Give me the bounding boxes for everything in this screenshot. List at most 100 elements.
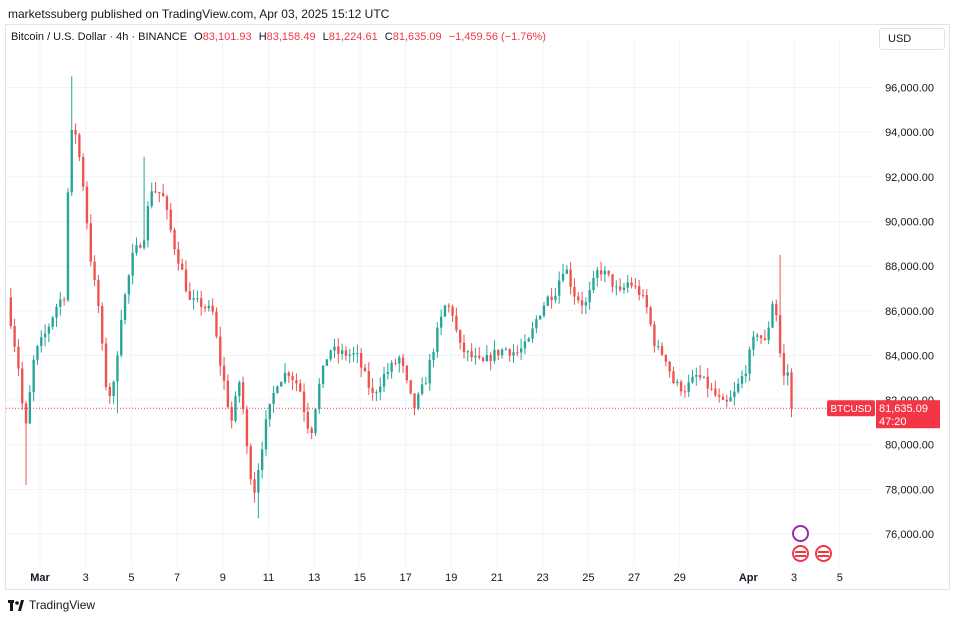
candle-body	[101, 306, 104, 344]
magic-event-icon[interactable]	[792, 525, 809, 542]
candle-body	[638, 286, 641, 295]
candle-body	[280, 382, 283, 387]
candle-body	[436, 327, 439, 352]
candle-body	[363, 367, 367, 372]
symbol-tag	[827, 400, 875, 417]
x-tick-label: 7	[174, 572, 180, 584]
candle-body	[565, 269, 569, 274]
tradingview-brand: TradingView	[29, 598, 96, 612]
candle-body	[657, 346, 660, 348]
candle-body	[177, 249, 180, 264]
y-tick-label: 90,000.00	[885, 216, 934, 228]
candle-body	[405, 365, 409, 381]
currency-button[interactable]: USD	[879, 28, 945, 50]
candle-body	[489, 354, 492, 361]
candle-body	[181, 263, 184, 270]
candle-body	[733, 391, 736, 398]
open-value: 83,101.93	[202, 31, 252, 43]
candle-body	[200, 298, 203, 307]
candle-body	[260, 449, 264, 470]
candle-body	[348, 354, 351, 356]
candle-body	[550, 296, 553, 300]
candle-body	[717, 395, 721, 397]
candle-body	[234, 396, 237, 421]
candle-body	[356, 353, 359, 355]
close-label: C	[384, 31, 393, 43]
candle-body	[169, 209, 172, 230]
candle-body	[264, 419, 268, 450]
candle-body	[474, 355, 477, 358]
candle-body	[398, 357, 401, 364]
candle-body	[512, 352, 515, 356]
candle-body	[245, 409, 249, 447]
y-tick-label: 76,000.00	[885, 529, 934, 541]
candle-body	[462, 342, 466, 352]
price-tag	[876, 400, 940, 429]
candle-body	[215, 311, 218, 337]
candle-body	[683, 391, 687, 393]
candle-body	[386, 371, 390, 374]
candle-body	[226, 380, 230, 408]
candle-body	[276, 386, 279, 393]
candle-body	[47, 326, 51, 334]
candle-body	[337, 346, 340, 354]
candle-body	[428, 359, 431, 384]
candle-body	[508, 349, 511, 356]
candle-body	[211, 305, 214, 312]
chart-frame	[5, 24, 950, 590]
candle-body	[679, 381, 683, 392]
candle-body	[725, 399, 728, 402]
candle-body	[634, 286, 637, 288]
candle-body	[649, 307, 652, 325]
candle-body	[691, 376, 694, 383]
candle-body	[219, 336, 222, 366]
candle-body	[459, 330, 462, 343]
candle-body	[653, 324, 656, 347]
y-tick-label: 78,000.00	[885, 484, 934, 496]
candle-body	[698, 375, 702, 378]
candle-body	[272, 392, 275, 404]
candle-body	[379, 386, 382, 393]
candle-body	[131, 252, 134, 276]
candle-body	[554, 295, 557, 300]
candle-body	[329, 350, 332, 360]
candle-body	[664, 354, 668, 362]
candle-body	[249, 446, 252, 480]
candle-body	[108, 386, 112, 396]
candle-body	[93, 261, 96, 280]
candle-body	[714, 388, 717, 396]
candle-body	[9, 297, 12, 327]
high-value: 83,158.49	[266, 31, 316, 43]
candle-body	[729, 397, 732, 402]
candle-body	[70, 130, 73, 193]
ohlc-legend: Bitcoin / U.S. Dollar · 4h · BINANCE O83…	[11, 31, 546, 43]
tradingview-logo-icon	[8, 599, 24, 611]
candle-body	[748, 349, 751, 374]
candle-body	[104, 343, 108, 387]
candle-body	[599, 270, 603, 275]
us-flag-icon[interactable]	[792, 545, 809, 562]
candle-body	[737, 383, 740, 392]
candle-body	[146, 206, 150, 241]
us-flag-icon[interactable]	[815, 545, 832, 562]
candle-body	[535, 319, 538, 329]
publish-caption: marketssuberg published on TradingView.c…	[8, 7, 390, 21]
candle-body	[74, 130, 77, 135]
candle-body	[466, 351, 469, 353]
candle-body	[478, 355, 481, 358]
x-tick-label: 17	[399, 572, 411, 584]
candle-body	[432, 351, 435, 360]
candle-body	[371, 387, 374, 393]
candle-body	[161, 192, 165, 197]
candle-body	[78, 134, 81, 158]
candle-body	[142, 240, 146, 248]
candle-body	[184, 269, 188, 292]
candle-body	[443, 305, 447, 317]
x-tick-label: 23	[537, 572, 549, 584]
x-tick-label: Apr	[739, 572, 759, 584]
candle-body	[89, 223, 92, 262]
candle-body	[340, 350, 344, 354]
candle-body	[573, 286, 576, 297]
candle-body	[306, 411, 310, 429]
